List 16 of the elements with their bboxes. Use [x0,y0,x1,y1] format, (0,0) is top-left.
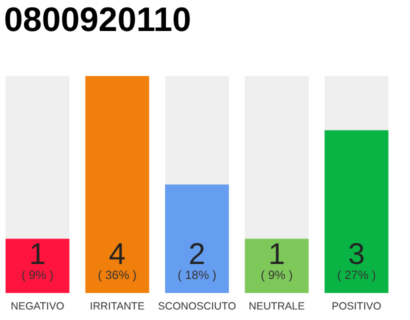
chart-title: 0800920110 [4,1,192,39]
annotation: ( 9% ) [260,268,293,282]
x-tick-label: POSITIVO [332,300,382,312]
data-label: 2 [188,238,206,271]
data-label: 1 [268,238,286,271]
data-label: 4 [108,238,126,271]
x-tick-label: SCONOSCIUTO [158,300,236,312]
data-label: 1 [29,238,46,271]
annotation: ( 27% ) [337,268,376,282]
data-label: 3 [348,238,365,271]
x-tick-label: NEUTRALE [248,300,305,312]
annotation: ( 36% ) [98,268,137,282]
annotation: ( 9% ) [21,268,54,282]
annotation: ( 18% ) [178,268,216,282]
x-tick-label: IRRITANTE [90,300,145,312]
x-tick-label: NEGATIVO [10,300,64,312]
